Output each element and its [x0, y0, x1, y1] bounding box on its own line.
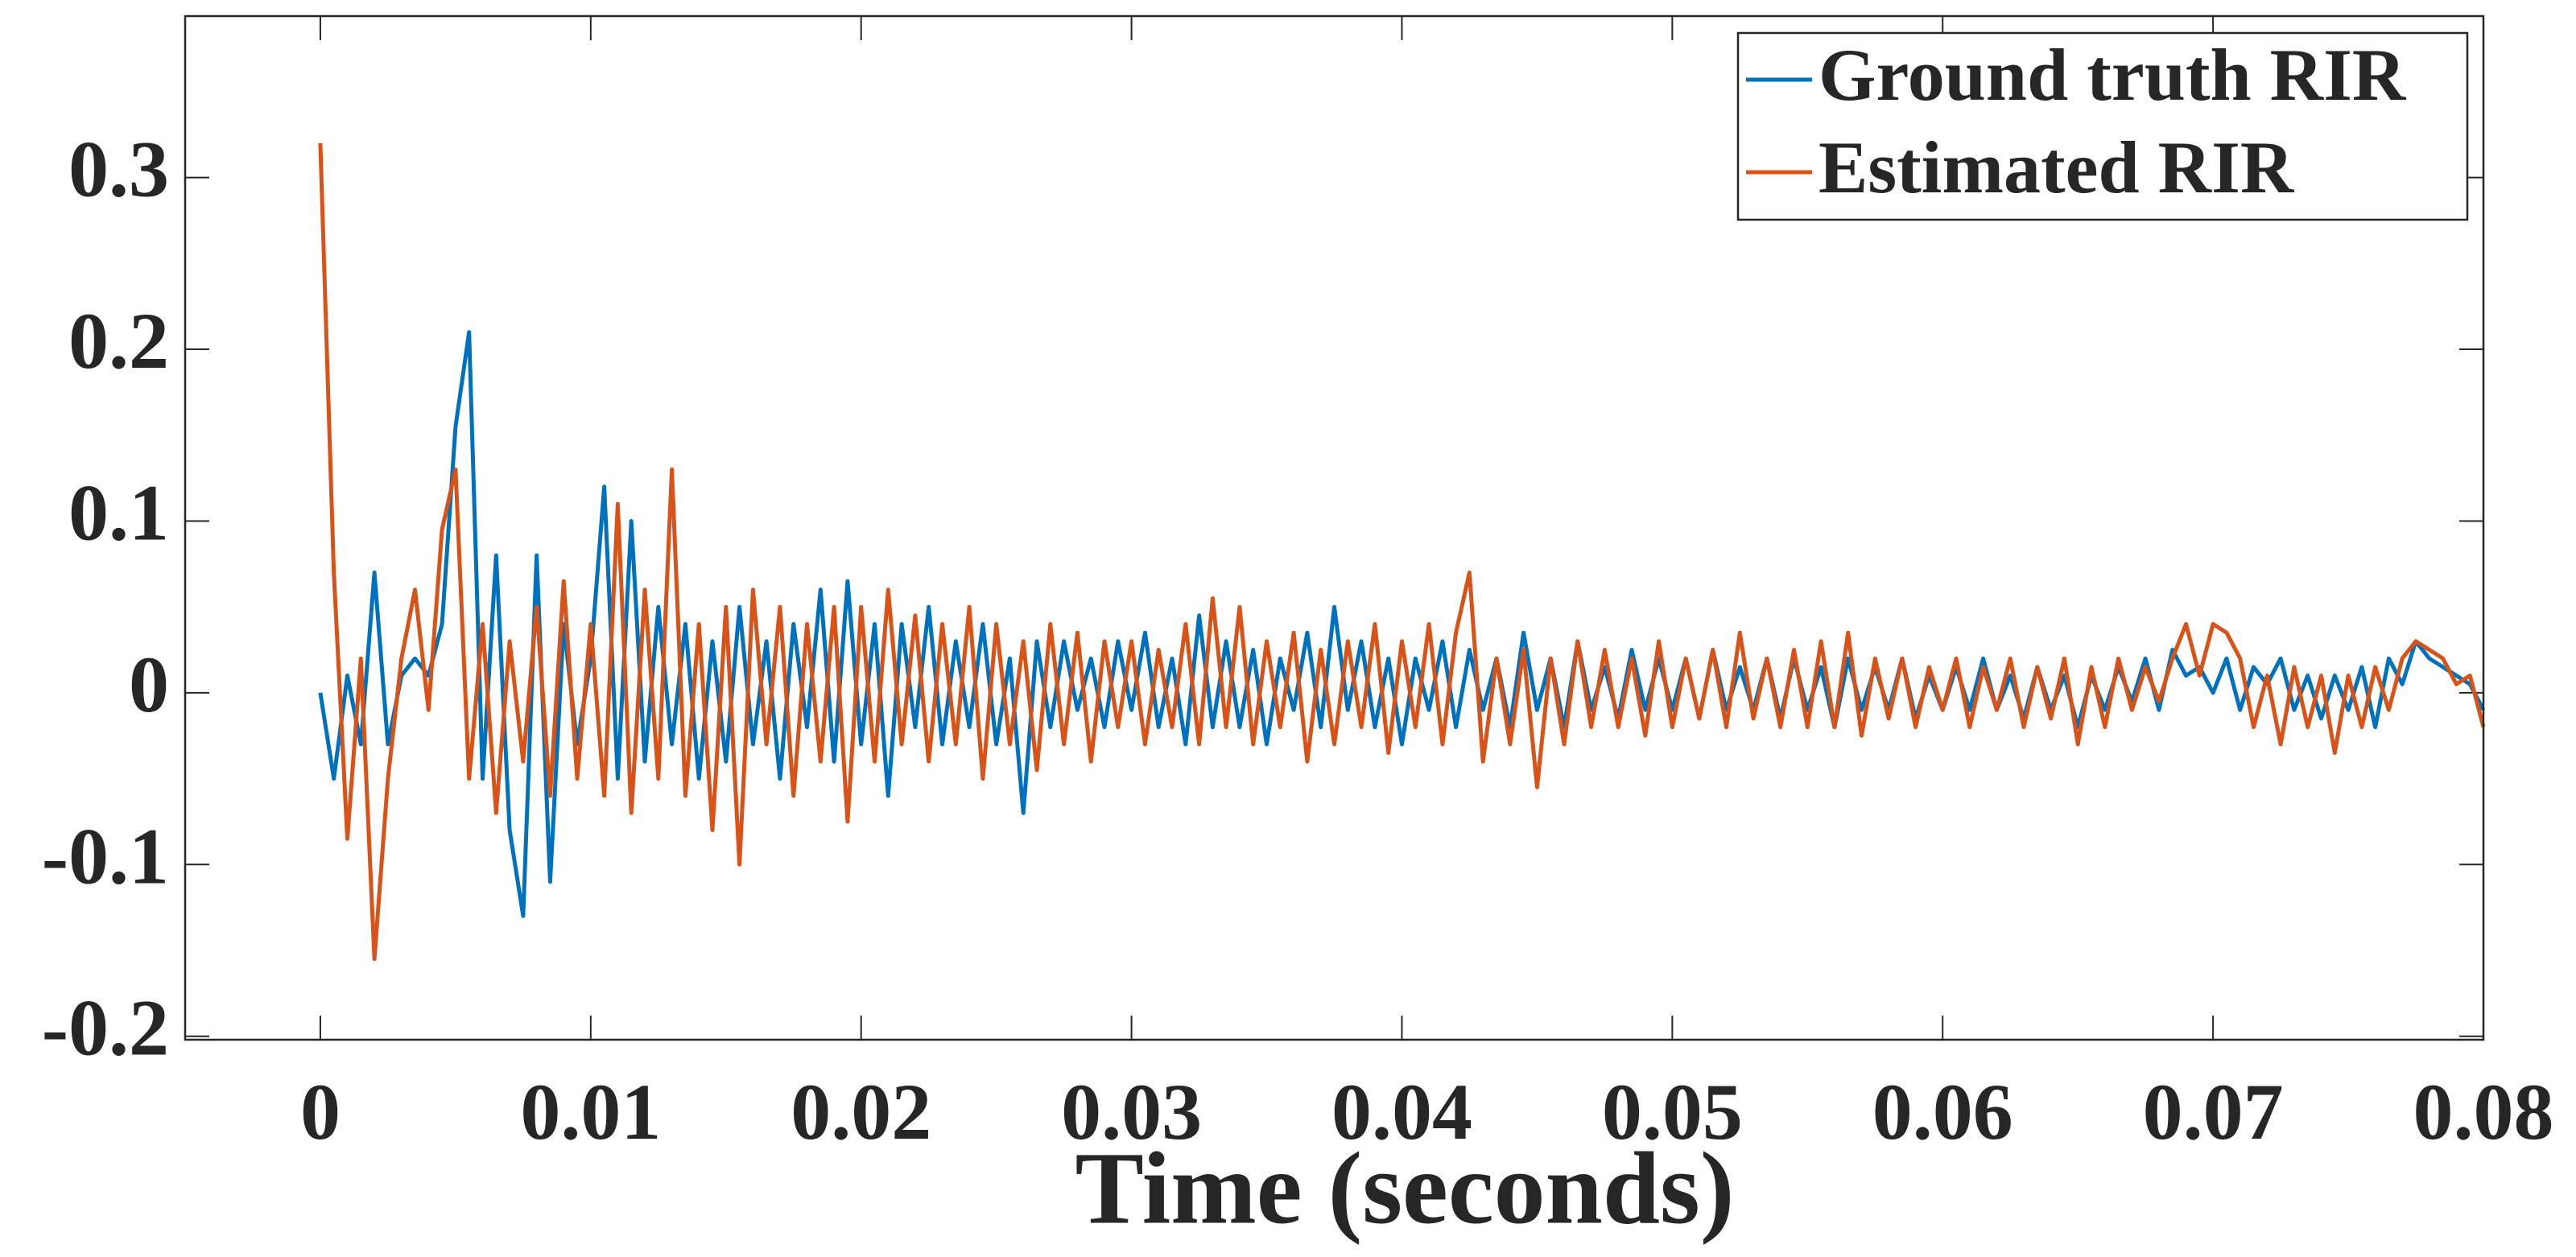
- x-tick-label: 0.02: [791, 1067, 931, 1156]
- y-tick-label: 0.1: [68, 468, 169, 557]
- x-tick-label: 0.08: [2413, 1067, 2554, 1156]
- x-tick-label: 0.05: [1602, 1067, 1743, 1156]
- legend-label: Estimated RIR: [1818, 126, 2295, 208]
- y-tick-label: 0.2: [68, 296, 169, 385]
- y-tick-label: 0: [129, 640, 169, 729]
- plot-frame: [184, 14, 2485, 1041]
- x-tick-label: 0.06: [1872, 1067, 2013, 1156]
- x-axis-label: Time (seconds): [1075, 1131, 1735, 1245]
- y-tick-label: -0.1: [42, 811, 169, 901]
- x-tick-label: 0.04: [1331, 1067, 1472, 1156]
- x-tick-label: 0.03: [1061, 1067, 1202, 1156]
- legend-label: Ground truth RIR: [1818, 34, 2407, 116]
- data-line: [318, 330, 2486, 918]
- y-tick-label: 0.3: [68, 125, 169, 214]
- x-tick-label: 0.01: [520, 1067, 661, 1156]
- x-tick-label: 0.07: [2143, 1067, 2284, 1156]
- legend-box: [1736, 31, 2469, 221]
- data-line: [318, 142, 2486, 962]
- y-tick-label: -0.2: [42, 983, 169, 1073]
- x-tick-label: 0: [300, 1067, 341, 1156]
